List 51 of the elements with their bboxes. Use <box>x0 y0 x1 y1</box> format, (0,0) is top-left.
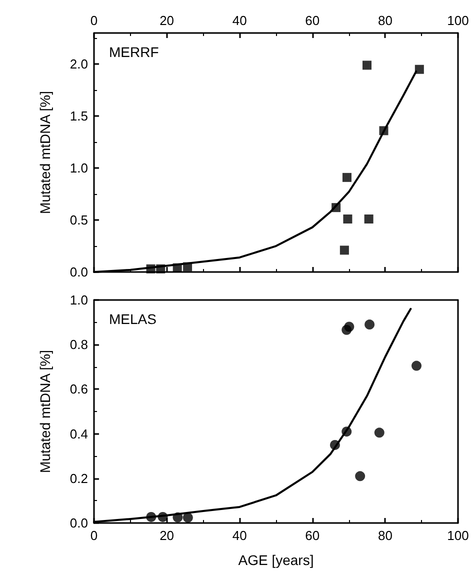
point <box>330 440 340 450</box>
x-tick-label: 40 <box>232 13 247 28</box>
x-tick-label: 20 <box>160 528 174 543</box>
y-axis-title: Mutated mtDNA [%] <box>37 91 53 214</box>
point <box>362 60 372 70</box>
x-tick-label: 60 <box>305 528 320 543</box>
x-tick-label: 80 <box>378 528 392 543</box>
point <box>158 512 168 522</box>
point <box>414 64 424 74</box>
x-tick-label: 40 <box>232 528 247 543</box>
x-tick-label: 80 <box>378 13 392 28</box>
point <box>340 246 349 255</box>
y-axis-title: Mutated mtDNA [%] <box>37 350 53 473</box>
point <box>379 126 388 136</box>
point <box>364 214 374 224</box>
point <box>172 263 182 272</box>
point <box>146 512 156 522</box>
point <box>364 320 375 330</box>
y-tick-label: 1.0 <box>70 292 88 308</box>
text: MELAS <box>109 311 156 327</box>
x-tick-label: 20 <box>160 13 174 28</box>
point <box>172 512 183 522</box>
y-tick-label: 0.0 <box>70 516 88 530</box>
x-tick-label: 0 <box>90 13 98 28</box>
point <box>332 203 341 212</box>
y-tick-label: 2.0 <box>70 56 88 72</box>
y-tick-label: 0.5 <box>70 212 88 228</box>
x-tick-label: 100 <box>447 13 469 28</box>
point <box>342 426 352 437</box>
y-tick-label: 1.0 <box>70 160 88 176</box>
y-tick-label: 0.6 <box>70 382 88 397</box>
point <box>342 172 352 182</box>
text: MERRF <box>109 44 159 60</box>
point <box>412 360 422 371</box>
x-axis-title: AGE [years] <box>238 552 314 568</box>
x-tick-label: 60 <box>305 13 320 28</box>
x-tick-label: 0 <box>90 528 98 543</box>
y-tick-label: 0.0 <box>70 264 88 280</box>
point <box>183 262 192 272</box>
point <box>343 214 352 224</box>
y-tick-label: 0.4 <box>70 426 88 442</box>
x-tick-label: 100 <box>447 528 469 543</box>
point <box>146 264 156 274</box>
point <box>355 471 366 482</box>
y-tick-label: 1.5 <box>70 108 88 124</box>
y-tick-label: 0.2 <box>70 470 88 486</box>
point <box>374 428 384 438</box>
y-tick-label: 0.8 <box>70 337 88 352</box>
point <box>182 512 193 523</box>
point <box>344 322 354 332</box>
point <box>156 264 166 274</box>
